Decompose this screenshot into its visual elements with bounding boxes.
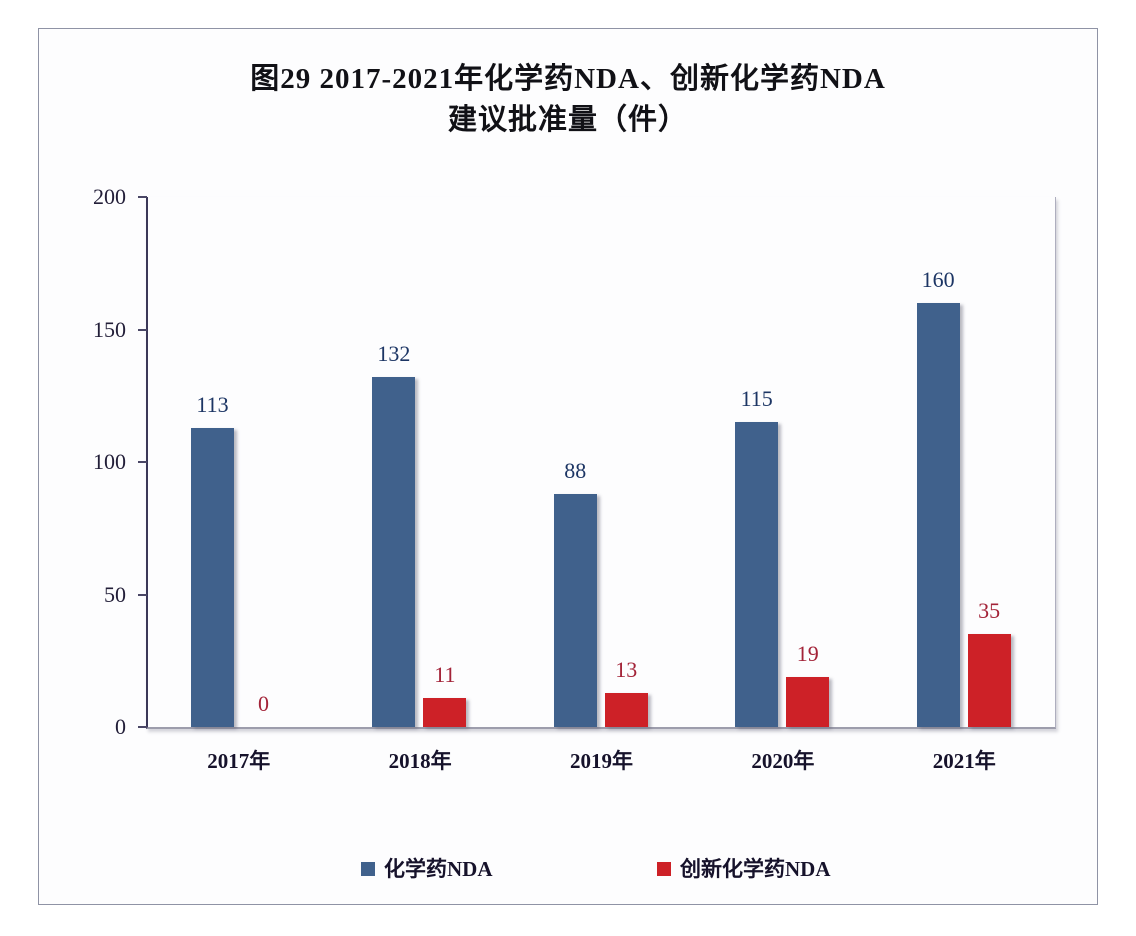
y-tick-label: 0 <box>115 714 126 739</box>
value-label-chemical-nda: 160 <box>921 267 955 292</box>
bar-innovative-nda-2019年 <box>604 692 648 727</box>
legend: 化学药NDA 创新化学药NDA <box>39 839 1097 881</box>
value-label-chemical-nda: 115 <box>740 386 773 412</box>
x-category-label: 2020年 <box>751 749 815 773</box>
legend-swatch-red <box>657 862 671 876</box>
y-tick-label: 50 <box>104 581 126 607</box>
x-category-label: 2021年 <box>932 749 996 773</box>
value-label-chemical-nda: 132 <box>377 341 411 367</box>
bar-innovative-nda-2021年 <box>967 634 1011 727</box>
bar-chemical-nda-2021年 <box>916 303 960 727</box>
bar-chemical-nda-2018年 <box>372 377 416 727</box>
bar-innovative-nda-2020年 <box>786 676 830 727</box>
value-label-innovative-nda: 19 <box>796 640 819 666</box>
x-category-label: 2019年 <box>570 749 633 773</box>
y-tick-mark <box>138 461 147 463</box>
x-category-label: 2018年 <box>388 749 452 773</box>
legend-item-innovative-nda: 创新化学药NDA <box>657 853 831 883</box>
y-tick-mark <box>138 593 147 596</box>
chart-card: 图29 2017-2021年化学药NDA、创新化学药NDA 建议批准量（件） 0… <box>38 28 1098 905</box>
legend-swatch-blue <box>361 862 375 876</box>
legend-label: 创新化学药NDA <box>680 857 831 881</box>
y-tick-label: 200 <box>93 184 126 209</box>
value-label-innovative-nda: 0 <box>258 691 269 716</box>
value-label-chemical-nda: 88 <box>564 457 587 483</box>
bar-chemical-nda-2017年 <box>191 427 234 727</box>
legend-label: 化学药NDA <box>384 857 493 881</box>
y-tick-label: 100 <box>93 449 126 474</box>
y-tick-mark <box>138 196 147 198</box>
value-label-innovative-nda: 11 <box>434 661 456 687</box>
bar-chemical-nda-2019年 <box>553 493 597 727</box>
y-tick-mark <box>138 328 147 331</box>
plot-area: 0 50 100 150 200 113 0 132 11 88 13 115 19 160 35 201… <box>93 184 1056 773</box>
bar-chemical-nda-2020年 <box>735 422 779 727</box>
y-tick-mark <box>138 726 147 728</box>
chart-title-line2: 建议批准量（件） <box>447 104 688 137</box>
bar-innovative-nda-2018年 <box>423 697 467 727</box>
value-label-innovative-nda: 35 <box>978 598 1001 624</box>
legend-item-chemical-nda: 化学药NDA <box>361 853 493 883</box>
chart-title-line1: 图29 2017-2021年化学药NDA、创新化学药NDA <box>250 63 886 95</box>
value-label-innovative-nda: 13 <box>615 656 638 682</box>
x-category-label: 2017年 <box>207 749 271 773</box>
y-tick-label: 150 <box>93 316 126 342</box>
chart-title: 图29 2017-2021年化学药NDA、创新化学药NDA 建议批准量（件） <box>39 59 1097 141</box>
value-label-chemical-nda: 113 <box>196 391 229 417</box>
